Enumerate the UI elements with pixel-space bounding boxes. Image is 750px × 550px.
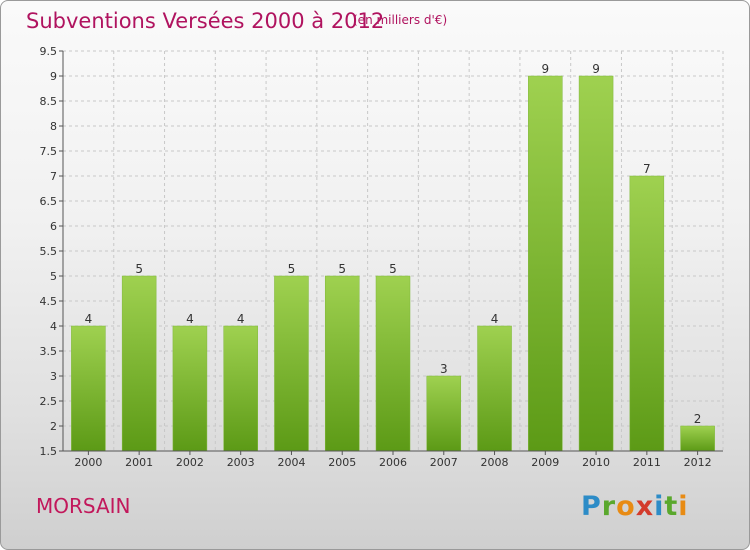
y-tick-label: 9 — [50, 70, 57, 83]
bar — [528, 75, 563, 452]
bar — [477, 325, 512, 452]
bar — [629, 175, 665, 452]
bar — [578, 75, 614, 452]
commune-name: MORSAIN — [36, 494, 131, 518]
bar — [680, 425, 715, 452]
data-label: 5 — [135, 262, 143, 276]
bar — [121, 275, 157, 452]
data-label: 4 — [237, 312, 245, 326]
x-tick-label: 2000 — [74, 456, 102, 469]
data-label: 5 — [338, 262, 346, 276]
y-tick-label: 6.5 — [40, 195, 58, 208]
data-label: 3 — [440, 362, 448, 376]
x-tick-label: 2011 — [633, 456, 661, 469]
y-tick-label: 4 — [50, 320, 57, 333]
y-tick-label: 8.5 — [40, 95, 58, 108]
proxiti-logo[interactable]: Proxiti — [581, 491, 689, 522]
x-tick-label: 2012 — [684, 456, 712, 469]
label-layer: 4 5 4 4 5 5 5 3 4 9 9 7 2 — [85, 62, 702, 426]
x-tick-label: 2010 — [582, 456, 610, 469]
x-tick-label: 2001 — [125, 456, 153, 469]
y-tick-label: 9.5 — [40, 45, 58, 58]
data-label: 7 — [643, 162, 651, 176]
y-tick-label: 1.5 — [40, 445, 58, 458]
logo-letter: x — [635, 491, 655, 522]
y-tick-label: 5 — [50, 270, 57, 283]
y-tick-label: 7 — [50, 170, 57, 183]
logo-letter: o — [616, 491, 636, 522]
y-tick-label: 6 — [50, 220, 57, 233]
y-tick-label: 7.5 — [40, 145, 58, 158]
data-label: 4 — [85, 312, 93, 326]
x-tick-label: 2004 — [277, 456, 305, 469]
y-tick-label: 4.5 — [40, 295, 58, 308]
bar — [71, 325, 106, 452]
data-label: 9 — [541, 62, 549, 76]
y-tick-label: 3.5 — [40, 345, 58, 358]
bar — [426, 375, 462, 452]
logo-letter: i — [678, 491, 689, 522]
chart-title: Subventions Versées 2000 à 2012 — [26, 9, 385, 33]
y-tick-label: 8 — [50, 120, 57, 133]
bar — [172, 325, 208, 452]
x-tick-label: 2007 — [430, 456, 458, 469]
chart-subtitle: (en milliers d'€) — [353, 13, 448, 27]
data-label: 4 — [186, 312, 194, 326]
logo-letter: i — [654, 491, 665, 522]
data-label: 4 — [491, 312, 499, 326]
logo-letter: P — [581, 491, 602, 522]
y-tick-label: 2 — [50, 420, 57, 433]
data-label: 2 — [694, 412, 702, 426]
data-label: 5 — [288, 262, 296, 276]
y-tick-label: 2.5 — [40, 395, 58, 408]
axis-layer: 1.5 2 2.5 3 3.5 4 4.5 5 5.5 6 6.5 7 7.5 8 8.5 9 9.5 2000 2… — [40, 45, 723, 469]
x-tick-label: 2003 — [227, 456, 255, 469]
logo-letter: t — [664, 491, 679, 522]
bar — [324, 275, 360, 452]
y-tick-label: 5.5 — [40, 245, 58, 258]
x-tick-label: 2002 — [176, 456, 204, 469]
data-label: 5 — [389, 262, 397, 276]
y-tick-label: 3 — [50, 370, 57, 383]
bar — [274, 275, 309, 452]
bar-layer — [71, 75, 715, 452]
logo-letter: r — [601, 491, 617, 522]
data-label: 9 — [592, 62, 600, 76]
x-tick-label: 2008 — [481, 456, 509, 469]
x-tick-label: 2009 — [531, 456, 559, 469]
x-tick-label: 2006 — [379, 456, 407, 469]
bar — [375, 275, 411, 452]
x-tick-label: 2005 — [328, 456, 356, 469]
bar — [223, 325, 258, 452]
